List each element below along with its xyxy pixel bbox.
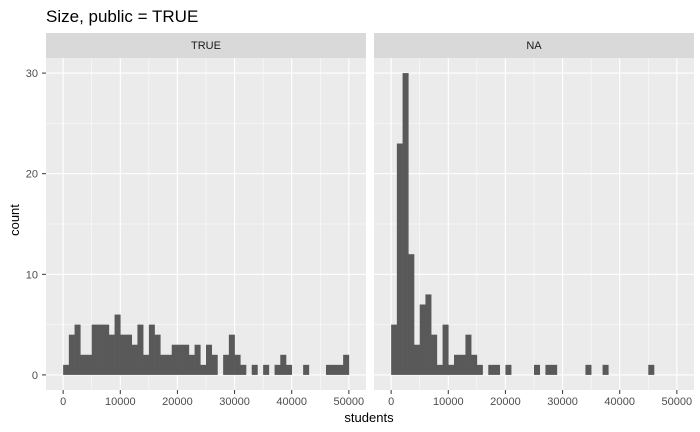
histogram-bar	[436, 364, 443, 375]
histogram-bar	[408, 254, 415, 375]
histogram-bar	[137, 324, 144, 375]
y-tick-label: 20	[26, 169, 38, 181]
histogram-bar	[188, 354, 195, 375]
histogram-bar	[251, 364, 258, 375]
x-tick-label: 10000	[105, 396, 136, 408]
facet-panel-na: NA 0 10000 20000 30000 40000 50000	[374, 33, 694, 408]
histogram-bar	[274, 364, 281, 375]
histogram-bar	[280, 354, 287, 375]
x-tick-label: 20000	[162, 396, 193, 408]
histogram-bar	[263, 364, 270, 375]
histogram-bar	[476, 364, 483, 375]
histogram-bar	[148, 324, 155, 375]
x-tick-label: 50000	[662, 396, 693, 408]
histogram-bar	[86, 354, 93, 375]
histogram-bar	[91, 324, 98, 375]
histogram-bar	[402, 73, 409, 375]
plot-area: 0 10 20 30 TRUE 0 10000 20000 30000 40000 50000 NA 0…	[26, 33, 694, 408]
x-tick-label: 10000	[433, 396, 464, 408]
x-tick-label: 50000	[334, 396, 365, 408]
histogram-bar	[74, 324, 81, 375]
histogram-bar	[448, 364, 455, 375]
x-axis-title: students	[344, 410, 394, 425]
histogram-bar	[454, 354, 461, 375]
facet-strip-label: NA	[526, 40, 542, 52]
histogram-bar	[425, 294, 432, 375]
histogram-bar	[160, 354, 167, 375]
histogram-bar	[200, 364, 207, 375]
x-tick-label: 30000	[547, 396, 578, 408]
x-tick-label: 40000	[604, 396, 635, 408]
y-axis-title: count	[7, 204, 22, 236]
histogram-bar	[177, 344, 184, 375]
histogram-bar	[602, 364, 609, 375]
histogram-bar	[211, 354, 218, 375]
histogram-bar	[442, 324, 449, 375]
y-tick-label: 10	[26, 269, 38, 281]
histogram-bar	[126, 334, 133, 375]
histogram-bar	[131, 344, 138, 375]
histogram-bar	[286, 364, 293, 375]
histogram-bar	[114, 314, 121, 375]
histogram-bar	[103, 324, 110, 375]
histogram-bar	[391, 324, 398, 375]
histogram-bar	[465, 334, 472, 375]
histogram-bar	[183, 344, 190, 375]
histogram-bar	[488, 364, 495, 375]
histogram-bar	[234, 354, 241, 375]
x-tick-label: 20000	[490, 396, 521, 408]
x-tick-label: 0	[60, 396, 66, 408]
histogram-bar	[494, 364, 501, 375]
facet-strip	[46, 33, 366, 58]
histogram-bar	[459, 354, 466, 375]
histogram-bar	[331, 364, 338, 375]
x-tick-label: 0	[388, 396, 394, 408]
histogram-bar	[414, 344, 421, 375]
histogram-bar	[303, 364, 310, 375]
histogram-bar	[326, 364, 333, 375]
y-tick-label: 0	[32, 370, 38, 382]
histogram-bar	[97, 324, 104, 375]
histogram-bar	[648, 364, 655, 375]
histogram-bar	[419, 304, 426, 375]
histogram-bar	[585, 364, 592, 375]
histogram-bar	[166, 354, 173, 375]
histogram-bar	[343, 354, 350, 375]
histogram-bar	[534, 364, 541, 375]
histogram-bar	[120, 334, 127, 375]
histogram-bar	[194, 344, 201, 375]
histogram-bar	[505, 364, 512, 375]
histogram-bar	[108, 334, 115, 375]
histogram-bar	[337, 364, 344, 375]
y-tick-label: 30	[26, 68, 38, 80]
histogram-bar	[206, 344, 213, 375]
histogram-bar	[240, 364, 247, 375]
histogram-bar	[223, 354, 230, 375]
histogram-bar	[545, 364, 552, 375]
facet-strip-label: TRUE	[191, 40, 221, 52]
histogram-bar	[154, 334, 161, 375]
histogram-bar	[63, 364, 70, 375]
chart-title: Size, public = TRUE	[46, 7, 198, 26]
facet-strip	[374, 33, 694, 58]
x-tick-label: 40000	[276, 396, 307, 408]
x-tick-label: 30000	[219, 396, 250, 408]
facet-panel-true: TRUE 0 10000 20000 30000 40000 50000	[46, 33, 366, 408]
histogram-bar	[471, 354, 478, 375]
histogram-bar	[228, 334, 235, 375]
histogram-bar	[396, 143, 403, 375]
histogram-bar	[171, 344, 178, 375]
histogram-bar	[68, 334, 75, 375]
histogram-bar	[80, 354, 87, 375]
histogram-bar	[551, 364, 558, 375]
histogram-bar	[143, 354, 150, 375]
histogram-bar	[431, 334, 438, 375]
